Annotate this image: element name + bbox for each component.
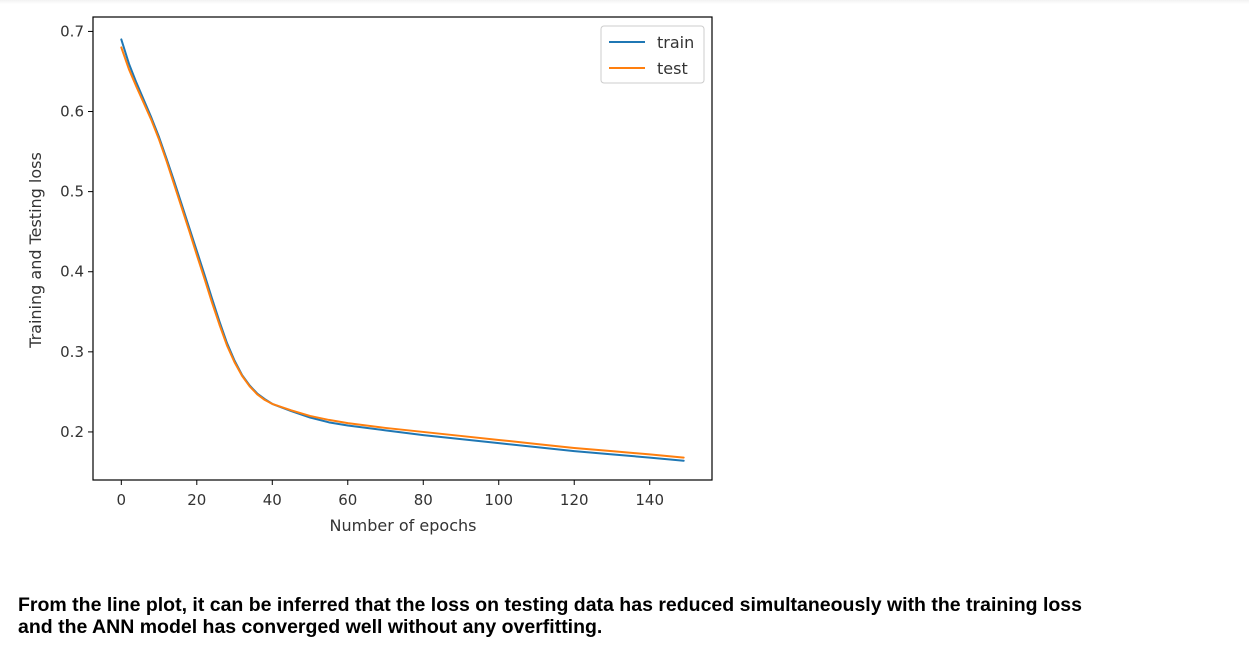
plot-frame: [92, 16, 713, 481]
top-divider: [0, 0, 1249, 4]
y-axis-ticks: 0.2 0.3 0.4 0.5 0.6 0.7: [60, 22, 93, 441]
y-axis-label: Training and Testing loss: [26, 152, 45, 349]
y-tick-label: 0.3: [60, 343, 84, 361]
x-tick-label: 60: [338, 491, 357, 509]
x-tick-label: 0: [117, 491, 127, 509]
caption-line-2: and the ANN model has converged well wit…: [18, 616, 603, 638]
caption-line-1: From the line plot, it can be inferred t…: [18, 594, 1082, 616]
y-tick-label: 0.7: [60, 22, 84, 40]
series-line-test: [120, 46, 685, 459]
legend: train test: [600, 25, 705, 84]
y-tick-label: 0.5: [60, 183, 84, 201]
x-tick-label: 140: [635, 491, 664, 509]
x-tick-label: 20: [187, 491, 206, 509]
legend-label-train: train: [657, 33, 694, 52]
series-lines: [120, 38, 685, 462]
x-tick-label: 80: [414, 491, 433, 509]
x-axis-ticks: 0 20 40 60 80 100 120 140: [117, 480, 664, 509]
series-line-train: [120, 38, 685, 462]
y-tick-label: 0.2: [60, 423, 84, 441]
y-tick-label: 0.4: [60, 263, 84, 281]
y-tick-label: 0.6: [60, 103, 84, 121]
legend-label-test: test: [657, 59, 688, 78]
x-axis-label: Number of epochs: [330, 516, 477, 535]
line-chart: 0.2 0.3 0.4 0.5 0.6 0.7 0 20 40 60 80 100 120 140 Nu…: [26, 16, 713, 535]
x-tick-label: 40: [263, 491, 282, 509]
x-tick-label: 100: [484, 491, 513, 509]
x-tick-label: 120: [560, 491, 589, 509]
caption-text: From the line plot, it can be inferred t…: [18, 594, 1246, 638]
